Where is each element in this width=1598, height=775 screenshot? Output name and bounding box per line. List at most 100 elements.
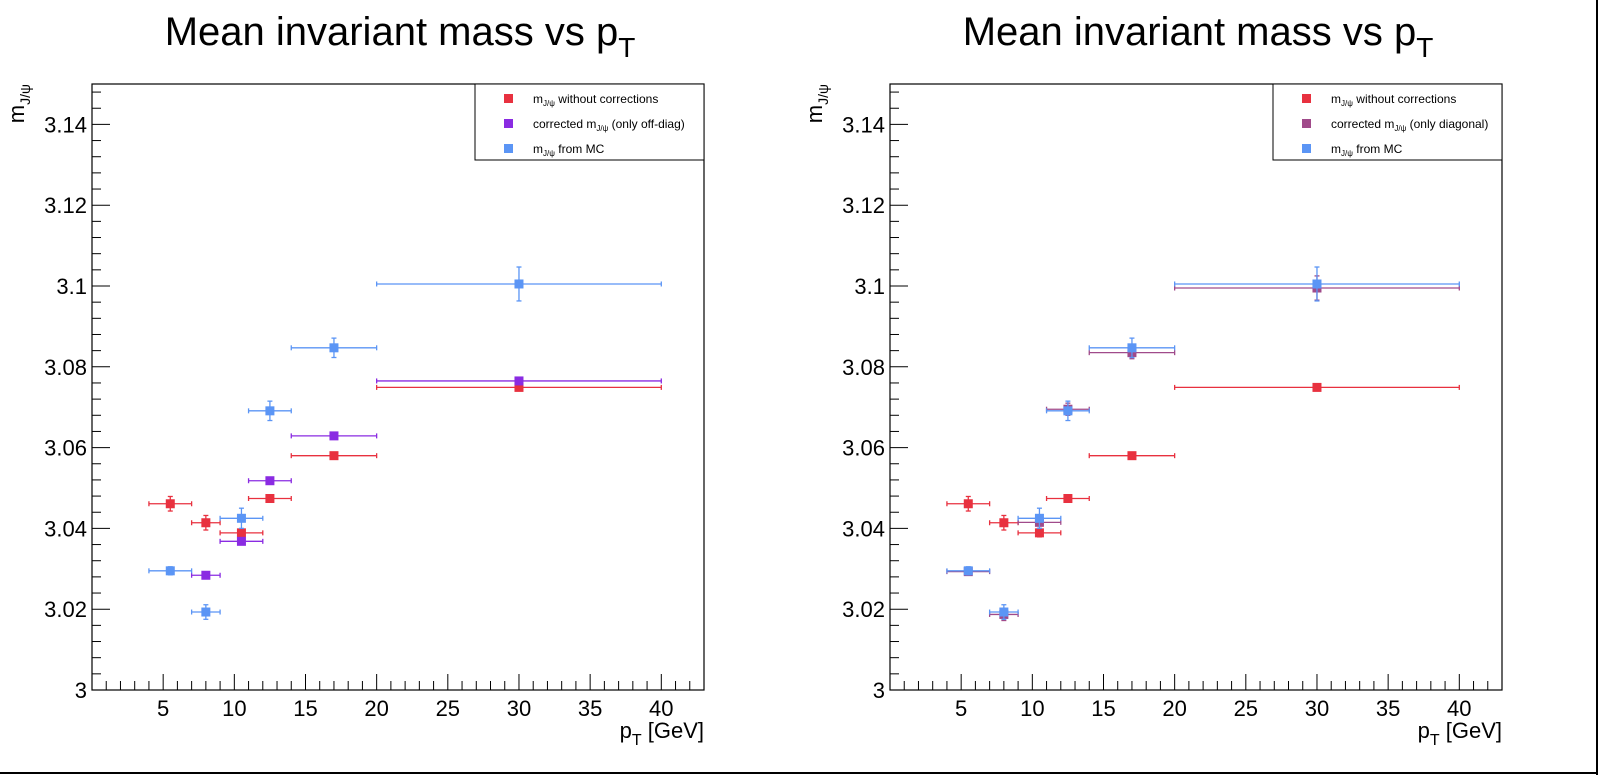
y-tick-label: 3.14 (44, 112, 87, 137)
data-point (946, 566, 991, 576)
data-point (247, 476, 292, 486)
data-point (247, 494, 292, 504)
data-marker (165, 499, 175, 509)
x-axis-ticks (903, 674, 1503, 690)
data-marker (1034, 528, 1044, 538)
legend-box (474, 83, 705, 161)
y-tick-label: 3 (75, 678, 87, 703)
data-marker (1063, 494, 1073, 504)
legend-marker (504, 94, 513, 103)
legend: mJ/ψ without corrections corrected mJ/ψ (… (1272, 83, 1503, 161)
legend-marker (504, 119, 513, 128)
legend-marker (1302, 119, 1311, 128)
y-axis-label: mJ/ψ (4, 84, 33, 123)
x-tick-label: 5 (955, 696, 967, 721)
data-marker (329, 343, 339, 353)
data-point (290, 337, 378, 359)
plot-frame (889, 83, 1503, 691)
x-tick-label: 40 (649, 696, 673, 721)
data-marker (165, 566, 175, 576)
data-marker (1034, 513, 1044, 523)
data-point (219, 536, 264, 546)
data-marker (265, 494, 275, 504)
y-axis-ticks (890, 91, 908, 691)
legend-label: mJ/ψ without corrections (533, 92, 658, 108)
series-2 (148, 266, 662, 620)
x-tick-label: 25 (1234, 696, 1258, 721)
data-point (290, 431, 378, 441)
x-tick-label: 5 (157, 696, 169, 721)
data-marker (265, 406, 275, 416)
data-point (190, 570, 221, 580)
plot-frame (91, 83, 705, 691)
data-marker (963, 566, 973, 576)
legend: mJ/ψ without corrections corrected mJ/ψ (… (474, 83, 705, 161)
y-tick-label: 3.04 (44, 516, 87, 541)
chart-panel-right: Mean invariant mass vs pT 5 10 15 20 25 30 35 40… (798, 0, 1588, 775)
data-point (1045, 494, 1090, 504)
chart-panel-left: Mean invariant mass vs pT 5 10 15 20 25 30 35 40… (0, 0, 790, 775)
y-axis-label: mJ/ψ (802, 84, 831, 123)
y-tick-label: 3.12 (44, 193, 87, 218)
x-axis-label: pT [GeV] (1418, 718, 1502, 749)
data-point (219, 528, 264, 538)
legend-label: mJ/ψ without corrections (1331, 92, 1456, 108)
data-point (1045, 400, 1090, 422)
legend-label: corrected mJ/ψ (only diagonal) (1331, 117, 1488, 133)
data-marker (963, 499, 973, 509)
legend-marker (504, 144, 513, 153)
x-tick-label: 35 (578, 696, 602, 721)
x-tick-label: 20 (364, 696, 388, 721)
y-tick-label: 3.14 (842, 112, 885, 137)
data-point (247, 400, 292, 422)
series-0 (946, 382, 1460, 538)
series-1 (946, 275, 1460, 622)
chart-title: Mean invariant mass vs pT (963, 10, 1434, 63)
chart-left-svg: Mean invariant mass vs pT 5 10 15 20 25 30 35 40… (4, 10, 705, 749)
data-point (1174, 382, 1460, 392)
x-tick-label: 15 (1091, 696, 1115, 721)
series-1 (190, 376, 662, 580)
data-marker (1127, 451, 1137, 461)
legend-label: mJ/ψ from MC (1331, 142, 1403, 158)
series-0 (148, 382, 662, 538)
y-tick-label: 3.02 (44, 597, 87, 622)
data-point (190, 514, 221, 531)
chart-right-svg: Mean invariant mass vs pT 5 10 15 20 25 30 35 40… (802, 10, 1503, 749)
y-tick-label: 3.06 (44, 436, 87, 461)
data-marker (1312, 382, 1322, 392)
data-marker (236, 528, 246, 538)
y-axis-ticks (92, 91, 110, 691)
x-tick-label: 10 (1020, 696, 1044, 721)
chart-title: Mean invariant mass vs pT (165, 10, 636, 63)
data-point (1017, 507, 1062, 530)
legend-box (1272, 83, 1503, 161)
y-tick-label: 3 (873, 678, 885, 703)
legend-marker (1302, 94, 1311, 103)
data-point (988, 604, 1019, 620)
x-axis-ticks (105, 674, 705, 690)
y-tick-label: 3.06 (842, 436, 885, 461)
x-tick-label: 25 (436, 696, 460, 721)
legend-label: corrected mJ/ψ (only off-diag) (533, 117, 685, 133)
data-point (219, 507, 264, 530)
data-marker (201, 518, 211, 528)
data-marker (514, 382, 524, 392)
x-tick-label: 15 (293, 696, 317, 721)
data-marker (1127, 343, 1137, 353)
data-point (1017, 528, 1062, 538)
data-point (1088, 451, 1176, 461)
data-point (148, 566, 193, 576)
data-marker (201, 607, 211, 617)
data-point (1088, 337, 1176, 359)
legend-marker (1302, 144, 1311, 153)
data-marker (265, 476, 275, 486)
data-marker (236, 536, 246, 546)
x-tick-label: 20 (1162, 696, 1186, 721)
figure-bottom-border (0, 772, 1598, 774)
data-point (290, 451, 378, 461)
data-point (988, 514, 1019, 531)
data-marker (999, 518, 1009, 528)
data-point (376, 266, 662, 302)
